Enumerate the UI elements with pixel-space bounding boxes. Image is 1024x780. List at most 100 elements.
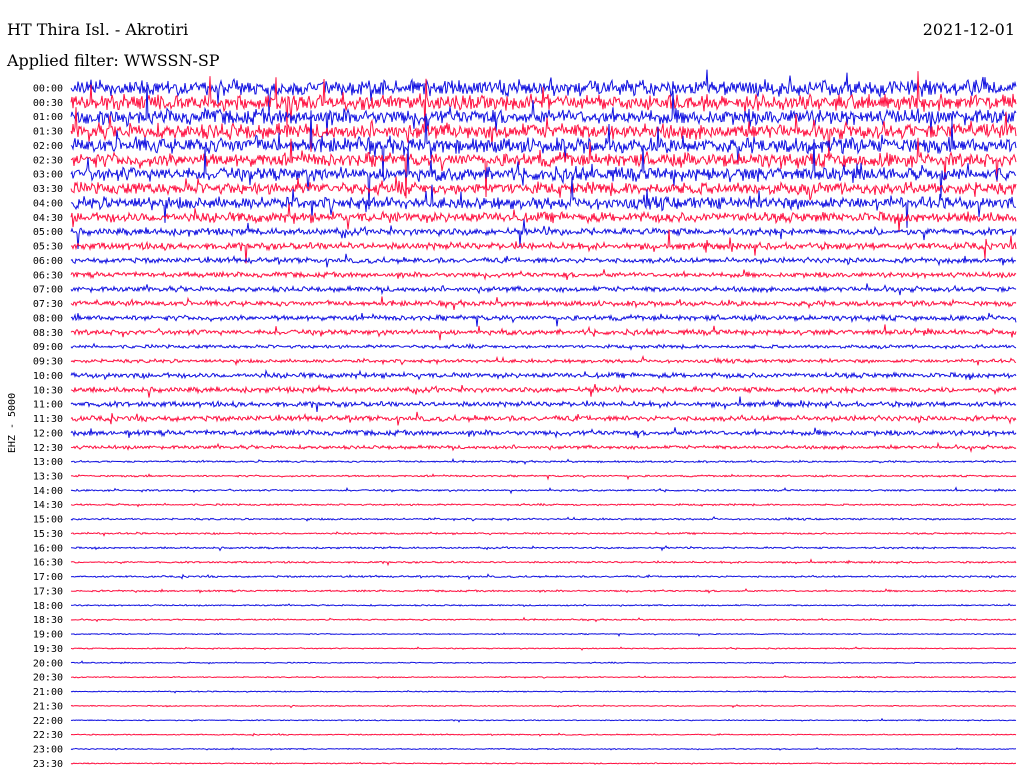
trace-row-0130 (70, 107, 1017, 161)
row-time-label: 21:00 (33, 687, 63, 698)
trace-row-1200 (70, 427, 1017, 439)
row-time-label: 01:30 (33, 127, 63, 138)
row-time-label: 19:30 (33, 644, 63, 655)
row-time-label: 23:00 (33, 745, 63, 756)
row-time-label: 04:30 (33, 213, 63, 224)
trace-row-0630 (70, 269, 1017, 281)
trace-row-1330 (70, 473, 1017, 481)
row-time-label: 12:00 (33, 428, 63, 439)
trace-row-0230 (70, 137, 1017, 199)
trace-row-1930 (70, 646, 1017, 651)
row-time-label: 06:00 (33, 256, 63, 267)
trace-row-2100 (70, 689, 1016, 694)
trace-row-0030 (70, 71, 1017, 131)
trace-row-2130 (70, 704, 1016, 709)
trace-row-0330 (70, 176, 1017, 201)
row-time-label: 14:00 (33, 486, 63, 497)
row-time-label: 01:00 (33, 112, 63, 123)
trace-row-0530 (70, 229, 1017, 264)
row-time-label: 08:00 (33, 313, 63, 324)
row-time-label: 15:30 (33, 529, 63, 540)
row-time-label: 14:30 (33, 500, 63, 511)
row-time-label: 11:00 (33, 400, 63, 411)
trace-row-0400 (70, 177, 1017, 228)
row-time-label: 07:30 (33, 299, 63, 310)
trace-row-1900 (70, 632, 1017, 637)
channel-label: EHZ - 5000 (7, 393, 18, 453)
trace-row-1300 (70, 457, 1017, 465)
trace-row-1230 (70, 441, 1017, 454)
row-time-label: 11:30 (33, 414, 63, 425)
trace-row-1600 (71, 545, 1017, 552)
trace-row-1030 (70, 383, 1017, 398)
trace-row-1830 (70, 616, 1017, 623)
trace-row-1630 (70, 558, 1017, 567)
trace-row-0430 (70, 203, 1017, 233)
row-time-label: 20:00 (33, 658, 63, 669)
row-time-label: 19:00 (33, 630, 63, 641)
trace-row-1400 (70, 486, 1017, 495)
row-time-label: 23:30 (33, 759, 63, 770)
trace-row-2030 (70, 675, 1017, 679)
row-time-label: 16:30 (33, 558, 63, 569)
trace-row-0900 (70, 342, 1017, 351)
row-time-label: 20:30 (33, 673, 63, 684)
row-time-label: 22:00 (33, 716, 63, 727)
row-time-label: 00:30 (33, 98, 63, 109)
trace-row-0800 (70, 312, 1017, 327)
row-time-label: 13:30 (33, 471, 63, 482)
row-time-label: 03:30 (33, 184, 63, 195)
row-time-label: 06:30 (33, 270, 63, 281)
row-time-label: 05:00 (33, 227, 63, 238)
trace-row-0600 (70, 253, 1017, 268)
row-time-label: 04:00 (33, 198, 63, 209)
row-time-label: 02:30 (33, 155, 63, 166)
row-time-label: 12:30 (33, 443, 63, 454)
trace-row-0700 (70, 283, 1017, 296)
trace-row-0300 (70, 139, 1017, 210)
row-time-label: 10:00 (33, 371, 63, 382)
row-time-label: 21:30 (33, 701, 63, 712)
trace-row-1100 (70, 396, 1017, 413)
row-time-label: 18:00 (33, 601, 63, 612)
trace-row-2200 (70, 717, 1017, 723)
trace-row-2230 (70, 732, 1017, 737)
trace-group (70, 69, 1017, 765)
row-time-label: 17:00 (33, 572, 63, 583)
trace-row-2000 (70, 660, 1016, 665)
trace-row-1130 (70, 411, 1017, 426)
row-time-label: 18:30 (33, 615, 63, 626)
trace-row-2330 (70, 761, 1017, 765)
row-time-label: 07:00 (33, 285, 63, 296)
trace-row-0100 (70, 81, 1017, 137)
row-time-label: 03:00 (33, 170, 63, 181)
trace-row-2300 (70, 747, 1017, 751)
trace-row-1700 (70, 573, 1017, 581)
trace-row-1430 (70, 502, 1017, 508)
trace-row-0200 (70, 110, 1017, 178)
trace-row-1530 (70, 531, 1017, 537)
filter-label: Applied filter: WWSSN-SP (7, 51, 220, 70)
row-time-label: 16:00 (33, 543, 63, 554)
row-time-label: 08:30 (33, 328, 63, 339)
trace-row-0000 (70, 69, 1017, 116)
row-time-label: 15:00 (33, 515, 63, 526)
trace-row-0930 (70, 354, 1017, 367)
row-time-label: 09:30 (33, 357, 63, 368)
trace-row-1000 (70, 368, 1017, 381)
trace-row-1500 (70, 515, 1017, 522)
trace-row-0730 (70, 296, 1017, 310)
trace-row-1730 (70, 588, 1017, 594)
row-time-label: 09:00 (33, 342, 63, 353)
time-label-group: 00:00 00:30 01:00 01:30 02:00 02:30 03:00 03:30… (33, 84, 63, 770)
station-title: HT Thira Isl. - Akrotiri (7, 20, 189, 39)
row-time-label: 17:30 (33, 586, 63, 597)
row-time-label: 02:00 (33, 141, 63, 152)
row-time-label: 10:30 (33, 385, 63, 396)
row-time-label: 00:00 (33, 84, 63, 95)
record-date: 2021-12-01 (922, 20, 1015, 39)
row-time-label: 05:30 (33, 242, 63, 253)
trace-row-0500 (70, 219, 1017, 250)
